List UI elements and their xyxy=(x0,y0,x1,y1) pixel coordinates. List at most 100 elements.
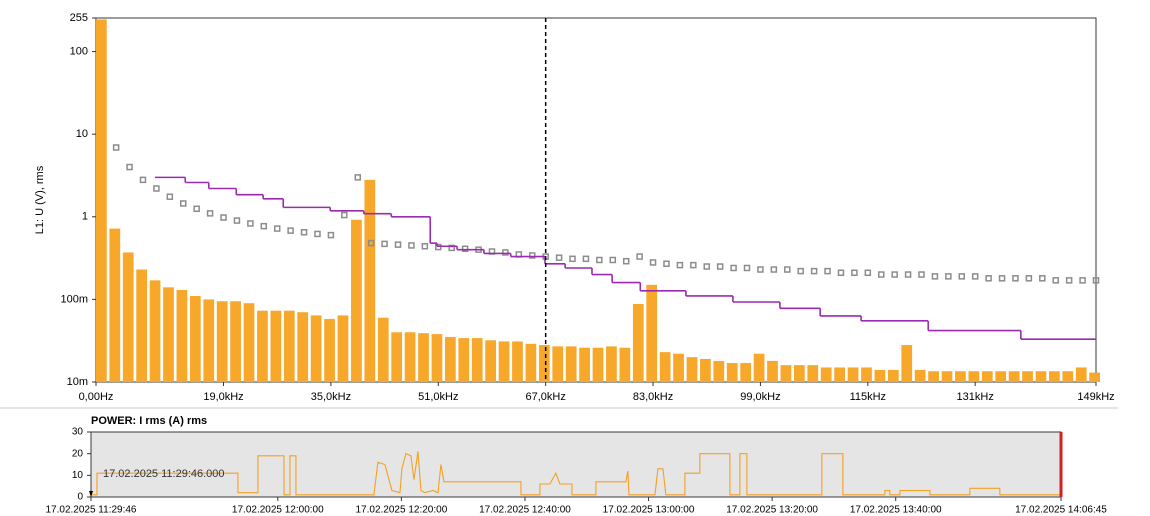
y-tick-label: 10 xyxy=(76,128,88,140)
bar xyxy=(740,362,752,382)
marker xyxy=(770,266,778,273)
marker xyxy=(582,255,590,263)
bar xyxy=(391,332,403,382)
marker xyxy=(220,214,227,221)
step-riser xyxy=(184,177,1022,340)
x-tick-label: 0,00Hz xyxy=(79,391,114,403)
x-tick-label: 149kHz xyxy=(1077,391,1114,403)
bar xyxy=(176,289,188,382)
marker xyxy=(851,269,858,277)
bar xyxy=(928,371,939,382)
bar xyxy=(431,334,443,382)
bar xyxy=(1089,372,1101,382)
marker xyxy=(676,261,684,269)
bar xyxy=(283,310,295,382)
marker xyxy=(998,275,1006,282)
marker xyxy=(502,249,509,256)
bar xyxy=(981,371,993,382)
bar xyxy=(498,341,510,382)
x-tick-label: 83,0kHz xyxy=(633,391,673,403)
x-tick-label: 99,0kHz xyxy=(740,391,780,403)
bar xyxy=(606,346,617,382)
marker xyxy=(877,271,885,278)
x-tick-label: 17.02.2025 12:40:00 xyxy=(479,505,571,516)
bar xyxy=(404,332,416,382)
marker xyxy=(555,254,563,261)
plot-area xyxy=(90,431,1062,498)
bar xyxy=(874,369,886,382)
marker xyxy=(985,275,992,282)
bar xyxy=(1035,371,1047,382)
marker xyxy=(636,253,643,260)
bar xyxy=(122,252,134,382)
bar xyxy=(807,365,819,382)
bar xyxy=(163,287,174,382)
bar xyxy=(713,360,725,382)
marker xyxy=(716,263,724,270)
bar xyxy=(136,269,148,382)
cursor-time: 17.02.2025 11:29:46.000 xyxy=(103,468,225,480)
bar xyxy=(914,369,926,382)
bar xyxy=(941,371,953,382)
marker xyxy=(193,205,200,213)
bar xyxy=(485,340,496,382)
marker xyxy=(367,239,375,247)
range-start xyxy=(89,491,93,497)
x-tick-label: 67,0kHz xyxy=(525,391,565,403)
bar xyxy=(444,337,456,382)
marker xyxy=(649,259,657,266)
x-tick-label: 51,0kHz xyxy=(418,391,458,403)
y-tick-label: 30 xyxy=(72,427,84,438)
bar xyxy=(149,280,161,382)
bar xyxy=(270,310,282,382)
marker xyxy=(810,267,818,275)
marker xyxy=(1065,277,1073,284)
marker xyxy=(314,230,321,238)
bar xyxy=(995,371,1007,382)
panel-title: POWER: I rms (A) rms xyxy=(91,415,207,427)
bar xyxy=(1022,371,1033,382)
bar xyxy=(659,352,671,382)
bar xyxy=(109,228,121,382)
bar xyxy=(418,333,429,382)
bar xyxy=(793,365,805,382)
x-tick-label: 17.02.2025 12:20:00 xyxy=(356,505,448,516)
bar xyxy=(753,353,765,382)
marker xyxy=(931,273,939,280)
bar xyxy=(189,295,201,382)
marker xyxy=(784,266,791,273)
marker xyxy=(1012,275,1019,282)
marker xyxy=(703,263,710,270)
bar xyxy=(834,367,845,382)
marker xyxy=(354,174,361,181)
bar xyxy=(310,315,322,382)
bar xyxy=(525,343,537,382)
x-tick-label: 17.02.2025 12:00:00 xyxy=(232,505,324,516)
marker xyxy=(206,210,214,217)
bar xyxy=(458,338,470,382)
marker xyxy=(448,244,455,252)
bar xyxy=(538,345,550,382)
marker xyxy=(824,267,831,275)
marker xyxy=(918,271,925,278)
bar xyxy=(1049,371,1060,382)
y-tick-label: 100 xyxy=(70,45,88,57)
bar xyxy=(351,219,362,382)
marker xyxy=(341,211,348,219)
marker xyxy=(837,269,845,277)
bar xyxy=(780,365,792,382)
marker xyxy=(596,256,603,264)
marker xyxy=(1052,277,1059,284)
marker xyxy=(945,273,952,280)
marker xyxy=(381,240,388,248)
marker xyxy=(1079,277,1086,284)
bar xyxy=(203,299,215,382)
y-tick-label: 20 xyxy=(72,448,84,459)
marker xyxy=(958,273,966,280)
bar xyxy=(592,347,604,382)
bar xyxy=(767,360,778,382)
bar xyxy=(471,338,483,382)
bar xyxy=(257,310,268,382)
marker xyxy=(287,227,294,234)
bar xyxy=(861,367,872,382)
